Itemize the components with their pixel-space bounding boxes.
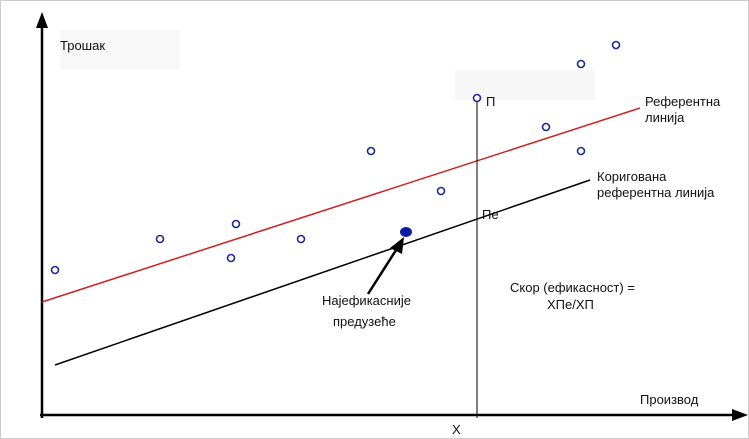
point bbox=[296, 234, 306, 244]
annotation: XПе/XП bbox=[547, 297, 594, 312]
point bbox=[472, 93, 482, 103]
y-label: Трошак bbox=[60, 38, 105, 53]
pointer-head bbox=[390, 237, 404, 254]
line-label: Референтна bbox=[645, 94, 721, 109]
point bbox=[541, 122, 551, 132]
y-arrow bbox=[36, 12, 48, 28]
x-point-label: X bbox=[452, 422, 461, 437]
annotation: Најефикасније bbox=[322, 293, 411, 308]
point bbox=[576, 59, 586, 69]
point-label: П bbox=[486, 94, 495, 109]
pointer bbox=[366, 246, 400, 295]
annotation: Скор (ефикасност) = bbox=[510, 280, 635, 295]
point bbox=[576, 146, 586, 156]
annotation: предузеће bbox=[333, 314, 396, 329]
corrected-line bbox=[54, 179, 591, 366]
point bbox=[50, 265, 60, 275]
point bbox=[226, 253, 236, 263]
shade bbox=[60, 30, 180, 70]
efficient-point bbox=[400, 227, 412, 237]
reference-line bbox=[41, 107, 641, 303]
point bbox=[155, 234, 165, 244]
point bbox=[366, 146, 376, 156]
points bbox=[50, 40, 621, 275]
line-label: линија bbox=[645, 110, 685, 125]
x-label: Производ bbox=[640, 392, 699, 407]
line-label: референтна линија bbox=[597, 185, 715, 200]
line-label: Коригована bbox=[597, 169, 667, 184]
point bbox=[231, 219, 241, 229]
point-label: Пе bbox=[482, 207, 499, 222]
point bbox=[436, 186, 446, 196]
x-arrow bbox=[732, 409, 748, 421]
point bbox=[611, 40, 621, 50]
